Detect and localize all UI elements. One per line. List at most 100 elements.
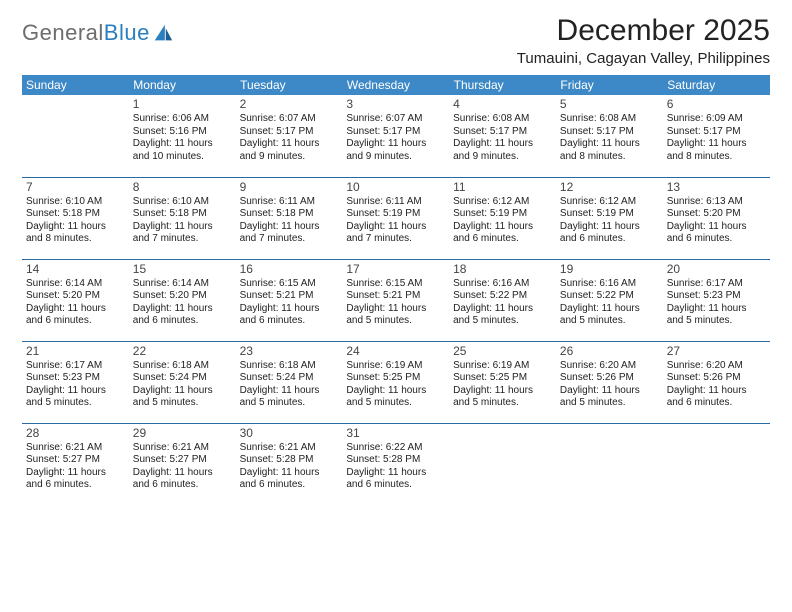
calendar-week: 1Sunrise: 6:06 AMSunset: 5:16 PMDaylight… <box>22 95 770 177</box>
day-info: Sunrise: 6:09 AMSunset: 5:17 PMDaylight:… <box>667 113 766 163</box>
day-info: Sunrise: 6:12 AMSunset: 5:19 PMDaylight:… <box>453 196 552 246</box>
header-bar: GeneralBlue December 2025 Tumauini, Caga… <box>22 14 770 69</box>
day-number: 31 <box>346 426 445 442</box>
calendar-day: 16Sunrise: 6:15 AMSunset: 5:21 PMDayligh… <box>236 259 343 341</box>
calendar-day: 31Sunrise: 6:22 AMSunset: 5:28 PMDayligh… <box>342 423 449 505</box>
day-number: 11 <box>453 180 552 196</box>
day-number: 20 <box>667 262 766 278</box>
calendar-day: 4Sunrise: 6:08 AMSunset: 5:17 PMDaylight… <box>449 95 556 177</box>
page-title: December 2025 <box>517 14 770 48</box>
calendar-day: 23Sunrise: 6:18 AMSunset: 5:24 PMDayligh… <box>236 341 343 423</box>
calendar-day: 14Sunrise: 6:14 AMSunset: 5:20 PMDayligh… <box>22 259 129 341</box>
day-info: Sunrise: 6:15 AMSunset: 5:21 PMDaylight:… <box>346 278 445 328</box>
calendar-day: 8Sunrise: 6:10 AMSunset: 5:18 PMDaylight… <box>129 177 236 259</box>
day-number: 23 <box>240 344 339 360</box>
day-number: 6 <box>667 97 766 113</box>
calendar-week: 7Sunrise: 6:10 AMSunset: 5:18 PMDaylight… <box>22 177 770 259</box>
day-info: Sunrise: 6:15 AMSunset: 5:21 PMDaylight:… <box>240 278 339 328</box>
calendar-day: 17Sunrise: 6:15 AMSunset: 5:21 PMDayligh… <box>342 259 449 341</box>
day-info: Sunrise: 6:11 AMSunset: 5:19 PMDaylight:… <box>346 196 445 246</box>
day-info: Sunrise: 6:12 AMSunset: 5:19 PMDaylight:… <box>560 196 659 246</box>
day-number: 21 <box>26 344 125 360</box>
calendar-week: 21Sunrise: 6:17 AMSunset: 5:23 PMDayligh… <box>22 341 770 423</box>
calendar-week: 14Sunrise: 6:14 AMSunset: 5:20 PMDayligh… <box>22 259 770 341</box>
calendar-day: 6Sunrise: 6:09 AMSunset: 5:17 PMDaylight… <box>663 95 770 177</box>
day-info: Sunrise: 6:14 AMSunset: 5:20 PMDaylight:… <box>26 278 125 328</box>
day-info: Sunrise: 6:11 AMSunset: 5:18 PMDaylight:… <box>240 196 339 246</box>
day-info: Sunrise: 6:07 AMSunset: 5:17 PMDaylight:… <box>240 113 339 163</box>
day-info: Sunrise: 6:21 AMSunset: 5:27 PMDaylight:… <box>133 442 232 492</box>
calendar-day: 19Sunrise: 6:16 AMSunset: 5:22 PMDayligh… <box>556 259 663 341</box>
day-number: 10 <box>346 180 445 196</box>
calendar-day: 15Sunrise: 6:14 AMSunset: 5:20 PMDayligh… <box>129 259 236 341</box>
day-info: Sunrise: 6:18 AMSunset: 5:24 PMDaylight:… <box>133 360 232 410</box>
day-number: 27 <box>667 344 766 360</box>
calendar-day: 9Sunrise: 6:11 AMSunset: 5:18 PMDaylight… <box>236 177 343 259</box>
calendar-day: 20Sunrise: 6:17 AMSunset: 5:23 PMDayligh… <box>663 259 770 341</box>
day-number: 1 <box>133 97 232 113</box>
day-info: Sunrise: 6:10 AMSunset: 5:18 PMDaylight:… <box>26 196 125 246</box>
day-info: Sunrise: 6:22 AMSunset: 5:28 PMDaylight:… <box>346 442 445 492</box>
day-info: Sunrise: 6:13 AMSunset: 5:20 PMDaylight:… <box>667 196 766 246</box>
calendar-day: 7Sunrise: 6:10 AMSunset: 5:18 PMDaylight… <box>22 177 129 259</box>
day-number: 26 <box>560 344 659 360</box>
day-number: 5 <box>560 97 659 113</box>
day-info: Sunrise: 6:19 AMSunset: 5:25 PMDaylight:… <box>346 360 445 410</box>
calendar-day: 3Sunrise: 6:07 AMSunset: 5:17 PMDaylight… <box>342 95 449 177</box>
day-info: Sunrise: 6:21 AMSunset: 5:27 PMDaylight:… <box>26 442 125 492</box>
calendar-day: 10Sunrise: 6:11 AMSunset: 5:19 PMDayligh… <box>342 177 449 259</box>
calendar-day: 2Sunrise: 6:07 AMSunset: 5:17 PMDaylight… <box>236 95 343 177</box>
calendar-day: 25Sunrise: 6:19 AMSunset: 5:25 PMDayligh… <box>449 341 556 423</box>
day-number: 14 <box>26 262 125 278</box>
calendar-week: 28Sunrise: 6:21 AMSunset: 5:27 PMDayligh… <box>22 423 770 505</box>
calendar-day <box>556 423 663 505</box>
day-number: 29 <box>133 426 232 442</box>
day-number: 13 <box>667 180 766 196</box>
day-info: Sunrise: 6:20 AMSunset: 5:26 PMDaylight:… <box>667 360 766 410</box>
day-number: 7 <box>26 180 125 196</box>
calendar-day: 5Sunrise: 6:08 AMSunset: 5:17 PMDaylight… <box>556 95 663 177</box>
calendar-day: 27Sunrise: 6:20 AMSunset: 5:26 PMDayligh… <box>663 341 770 423</box>
calendar-day: 21Sunrise: 6:17 AMSunset: 5:23 PMDayligh… <box>22 341 129 423</box>
calendar-day: 30Sunrise: 6:21 AMSunset: 5:28 PMDayligh… <box>236 423 343 505</box>
day-number: 2 <box>240 97 339 113</box>
calendar-day <box>449 423 556 505</box>
calendar-day: 24Sunrise: 6:19 AMSunset: 5:25 PMDayligh… <box>342 341 449 423</box>
calendar-day: 18Sunrise: 6:16 AMSunset: 5:22 PMDayligh… <box>449 259 556 341</box>
calendar-day: 13Sunrise: 6:13 AMSunset: 5:20 PMDayligh… <box>663 177 770 259</box>
day-info: Sunrise: 6:19 AMSunset: 5:25 PMDaylight:… <box>453 360 552 410</box>
day-info: Sunrise: 6:10 AMSunset: 5:18 PMDaylight:… <box>133 196 232 246</box>
day-info: Sunrise: 6:20 AMSunset: 5:26 PMDaylight:… <box>560 360 659 410</box>
day-info: Sunrise: 6:06 AMSunset: 5:16 PMDaylight:… <box>133 113 232 163</box>
calendar-day <box>22 95 129 177</box>
day-info: Sunrise: 6:08 AMSunset: 5:17 PMDaylight:… <box>560 113 659 163</box>
day-info: Sunrise: 6:08 AMSunset: 5:17 PMDaylight:… <box>453 113 552 163</box>
day-number: 18 <box>453 262 552 278</box>
day-number: 30 <box>240 426 339 442</box>
weekday-header: Saturday <box>663 75 770 95</box>
day-number: 19 <box>560 262 659 278</box>
day-number: 8 <box>133 180 232 196</box>
day-info: Sunrise: 6:16 AMSunset: 5:22 PMDaylight:… <box>453 278 552 328</box>
day-number: 9 <box>240 180 339 196</box>
calendar-day: 12Sunrise: 6:12 AMSunset: 5:19 PMDayligh… <box>556 177 663 259</box>
day-number: 17 <box>346 262 445 278</box>
weekday-header: Wednesday <box>342 75 449 95</box>
weekday-header: Friday <box>556 75 663 95</box>
day-info: Sunrise: 6:14 AMSunset: 5:20 PMDaylight:… <box>133 278 232 328</box>
location-subtitle: Tumauini, Cagayan Valley, Philippines <box>517 50 770 67</box>
day-info: Sunrise: 6:17 AMSunset: 5:23 PMDaylight:… <box>26 360 125 410</box>
calendar-day: 26Sunrise: 6:20 AMSunset: 5:26 PMDayligh… <box>556 341 663 423</box>
brand-logo: GeneralBlue <box>22 14 174 46</box>
day-info: Sunrise: 6:17 AMSunset: 5:23 PMDaylight:… <box>667 278 766 328</box>
day-number: 4 <box>453 97 552 113</box>
calendar-day: 1Sunrise: 6:06 AMSunset: 5:16 PMDaylight… <box>129 95 236 177</box>
day-number: 25 <box>453 344 552 360</box>
day-number: 3 <box>346 97 445 113</box>
calendar-day <box>663 423 770 505</box>
sail-icon <box>152 22 174 44</box>
day-number: 12 <box>560 180 659 196</box>
day-number: 24 <box>346 344 445 360</box>
title-block: December 2025 Tumauini, Cagayan Valley, … <box>517 14 770 67</box>
day-info: Sunrise: 6:16 AMSunset: 5:22 PMDaylight:… <box>560 278 659 328</box>
